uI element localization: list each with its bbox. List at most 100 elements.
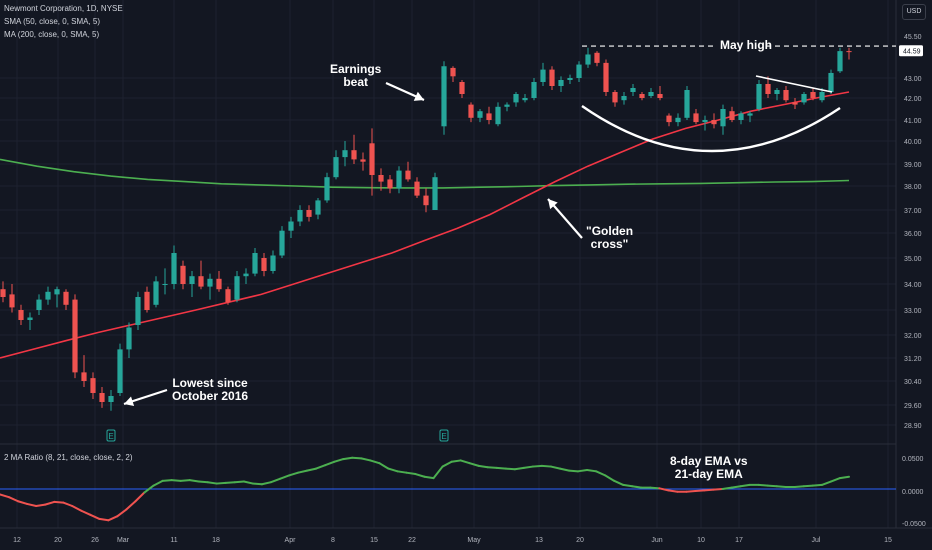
candle-body bbox=[783, 90, 789, 101]
price-tick-label: 35.00 bbox=[904, 256, 922, 263]
candle-body bbox=[315, 200, 321, 215]
oscillator-segment bbox=[179, 479, 191, 482]
oscillator-segment bbox=[477, 464, 489, 469]
oscillator-segment bbox=[233, 480, 245, 484]
oscillator-segment bbox=[531, 464, 543, 468]
price-axis[interactable]: 43.00 42.00 41.00 40.00 39.00 38.00 37.00 36.00… bbox=[899, 34, 926, 528]
oscillator-segment bbox=[802, 484, 814, 488]
oscillator-segment bbox=[152, 479, 164, 487]
candle-body bbox=[54, 289, 60, 295]
price-tick-label: 34.00 bbox=[904, 282, 922, 289]
candle-body bbox=[441, 66, 447, 127]
candle-body bbox=[459, 82, 465, 94]
last-price-tag bbox=[899, 45, 923, 57]
oscillator-segment bbox=[486, 466, 498, 469]
oscillator-legend[interactable]: 2 MA Ratio (8, 21, close, close, 2, 2) bbox=[4, 453, 133, 462]
candle-body bbox=[513, 94, 519, 103]
oscillator-segment bbox=[8, 496, 20, 503]
candle-body bbox=[765, 84, 771, 94]
candle-body bbox=[135, 297, 141, 325]
price-tick-label: 37.00 bbox=[904, 208, 922, 215]
oscillator-segment bbox=[811, 483, 823, 487]
candle-body bbox=[630, 88, 636, 92]
oscillator-segment bbox=[369, 459, 381, 465]
oscillator-segment bbox=[459, 459, 471, 465]
oscillator-segment bbox=[44, 500, 56, 506]
oscillator-segment bbox=[107, 515, 119, 522]
oscillator-segment bbox=[378, 462, 390, 470]
candle-body bbox=[207, 278, 213, 287]
candle-body bbox=[189, 276, 195, 284]
candle-body bbox=[693, 113, 699, 123]
candle-body bbox=[774, 90, 780, 94]
candle-body bbox=[648, 92, 654, 96]
candle-body bbox=[603, 62, 609, 92]
oscillator-segment bbox=[739, 483, 751, 488]
oscillator-segment bbox=[387, 467, 399, 473]
oscillator-segment bbox=[568, 469, 580, 473]
price-tick-label: 41.00 bbox=[904, 118, 922, 125]
candle-body bbox=[711, 120, 717, 125]
candle-body bbox=[27, 317, 33, 320]
candle-body bbox=[846, 51, 852, 53]
candle-body bbox=[306, 210, 312, 217]
oscillator-segment bbox=[396, 470, 408, 474]
candle-body bbox=[684, 90, 690, 118]
oscillator-segment bbox=[423, 475, 435, 480]
chart-title: Newmont Corporation, 1D, NYSE bbox=[4, 4, 123, 13]
oscillator-segment bbox=[143, 484, 155, 494]
oscillator-segment bbox=[631, 485, 643, 489]
candle-body bbox=[450, 67, 456, 77]
candle-body bbox=[522, 98, 528, 101]
oscillator-segment bbox=[613, 479, 625, 486]
candle-body bbox=[360, 159, 366, 162]
golden-cross-arrow-head bbox=[548, 199, 558, 210]
time-tick-label: 18 bbox=[212, 537, 220, 544]
oscillator-segment bbox=[414, 473, 426, 478]
time-axis[interactable]: 12 20 26 Mar 11 18 Apr 8 15 22 May 13 20 Jun 10 17 Jul 15 bbox=[13, 537, 892, 544]
candle-body bbox=[18, 310, 24, 320]
oscillator-segment bbox=[829, 477, 841, 483]
oscillator-segment bbox=[495, 466, 507, 470]
oscillator-segment bbox=[17, 500, 29, 505]
candle-body bbox=[243, 273, 249, 277]
time-tick-label: 20 bbox=[54, 537, 62, 544]
earnings-marker-box bbox=[439, 429, 449, 442]
candle-body bbox=[549, 69, 555, 86]
candle-body bbox=[675, 117, 681, 123]
candle-body bbox=[819, 92, 825, 101]
oscillator-segment bbox=[468, 462, 480, 467]
ma200-path bbox=[0, 158, 850, 189]
sma50-legend[interactable]: SMA (50, close, 0, SMA, 5) bbox=[4, 17, 101, 26]
earnings-annotation-line2: beat bbox=[343, 75, 369, 89]
ma200-legend[interactable]: MA (200, close, 0, SMA, 5) bbox=[4, 30, 100, 39]
earnings-marker[interactable]: E bbox=[439, 429, 449, 442]
ema-annotation-line1: 8-day EMA vs bbox=[670, 454, 748, 468]
oscillator-segment bbox=[116, 508, 128, 518]
lowest-line2: October 2016 bbox=[172, 389, 249, 403]
candle-body bbox=[81, 372, 87, 381]
candle-body bbox=[432, 177, 438, 210]
oscillator-segment bbox=[297, 469, 309, 474]
oscillator-segment bbox=[649, 486, 661, 490]
candle-body bbox=[9, 294, 15, 308]
oscillator-segment bbox=[80, 509, 92, 516]
candle-body bbox=[270, 255, 276, 271]
oscillator-tick-label: 0.0500 bbox=[902, 456, 924, 463]
time-tick-label: 17 bbox=[735, 537, 743, 544]
candle-body bbox=[126, 327, 132, 350]
oscillator-segment bbox=[604, 474, 616, 482]
ema-annotation-line2: 21-day EMA bbox=[674, 467, 743, 481]
candle-body bbox=[720, 109, 726, 127]
currency-button[interactable]: USD bbox=[902, 4, 926, 20]
resistance-trendline bbox=[755, 75, 833, 93]
oscillator-segment bbox=[577, 468, 589, 473]
oscillator-segment bbox=[622, 483, 634, 488]
oscillator-segment bbox=[224, 481, 236, 484]
earnings-marker[interactable]: E bbox=[106, 429, 116, 442]
time-tick-label: 11 bbox=[170, 537, 177, 544]
oscillator-segment bbox=[197, 480, 209, 484]
oscillator-segment bbox=[757, 483, 769, 487]
oscillator-segment bbox=[504, 467, 516, 471]
